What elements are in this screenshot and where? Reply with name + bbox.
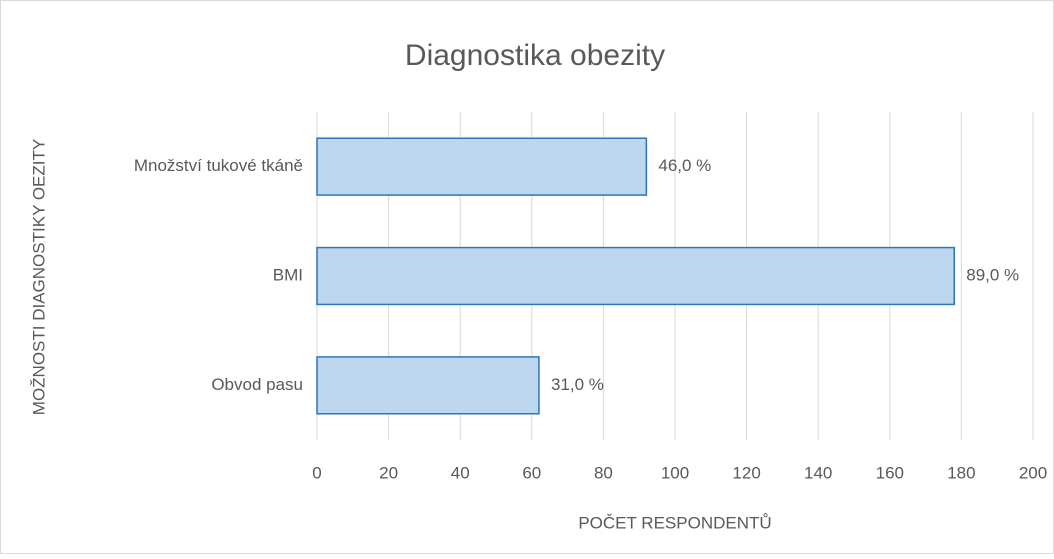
chart-title: Diagnostika obezity	[405, 39, 665, 72]
bar	[316, 137, 648, 196]
x-tick-label: 200	[1019, 463, 1047, 482]
x-tick-label: 140	[804, 463, 832, 482]
x-tick-label: 0	[312, 463, 321, 482]
x-tick-label: 80	[594, 463, 613, 482]
y-tick-label: Obvod pasu	[211, 375, 303, 394]
y-tick-label: Množství tukové tkáně	[134, 156, 303, 175]
x-tick-label: 160	[876, 463, 904, 482]
data-label: 46,0 %	[658, 156, 711, 175]
x-tick-label: 100	[661, 463, 689, 482]
x-tick-label: 120	[732, 463, 760, 482]
data-label: 31,0 %	[551, 375, 604, 394]
x-axis-label: POČET RESPONDENTŮ	[578, 513, 771, 532]
x-tick-label: 40	[451, 463, 470, 482]
x-tick-label: 60	[522, 463, 541, 482]
bar	[316, 246, 955, 306]
x-tick-label: 180	[947, 463, 975, 482]
x-tick-label: 20	[379, 463, 398, 482]
y-tick-label: BMI	[273, 265, 303, 284]
data-label: 89,0 %	[966, 265, 1019, 284]
bar	[316, 356, 540, 415]
y-axis-label: MOŽNOSTI DIAGNOSTIKY OEZITY	[29, 139, 48, 415]
